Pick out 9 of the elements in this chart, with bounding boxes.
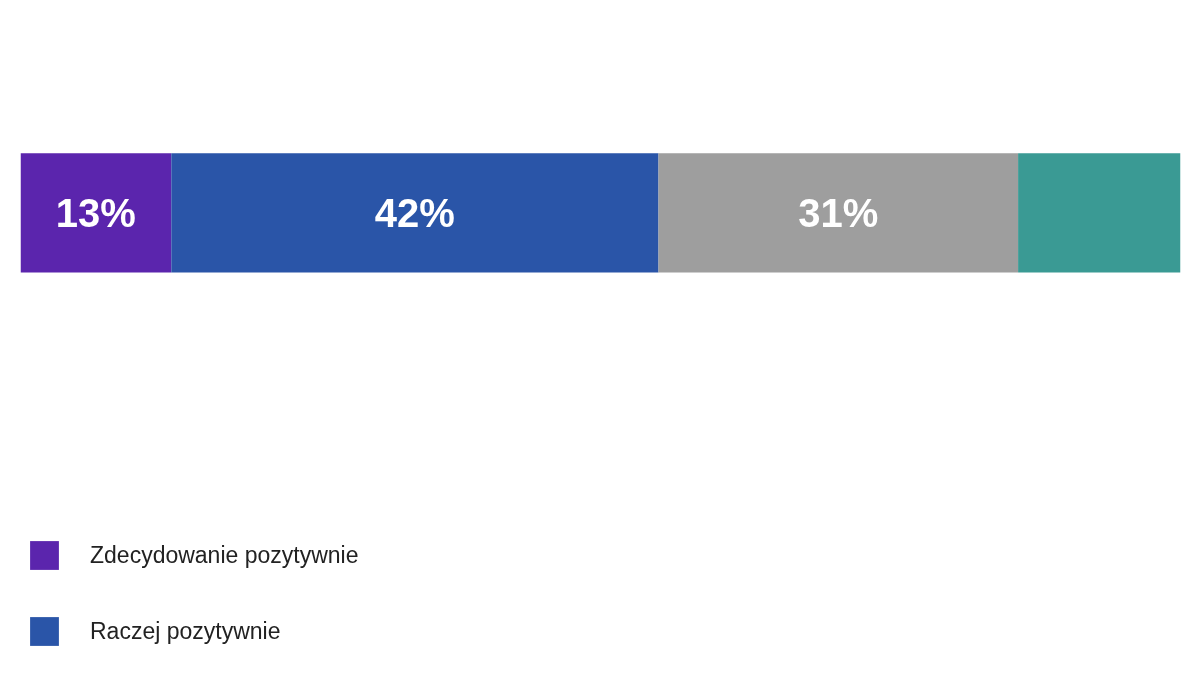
legend-label: Raczej pozytywnie xyxy=(90,617,281,645)
bar xyxy=(20,153,172,273)
bar xyxy=(658,153,1019,273)
data-label: 13% xyxy=(55,190,136,235)
bar xyxy=(171,153,659,273)
bar xyxy=(1018,153,1181,273)
legend-label: Zdecydowanie pozytywnie xyxy=(90,541,359,569)
data-label: 31% xyxy=(798,190,879,235)
data-label: 42% xyxy=(374,190,455,235)
